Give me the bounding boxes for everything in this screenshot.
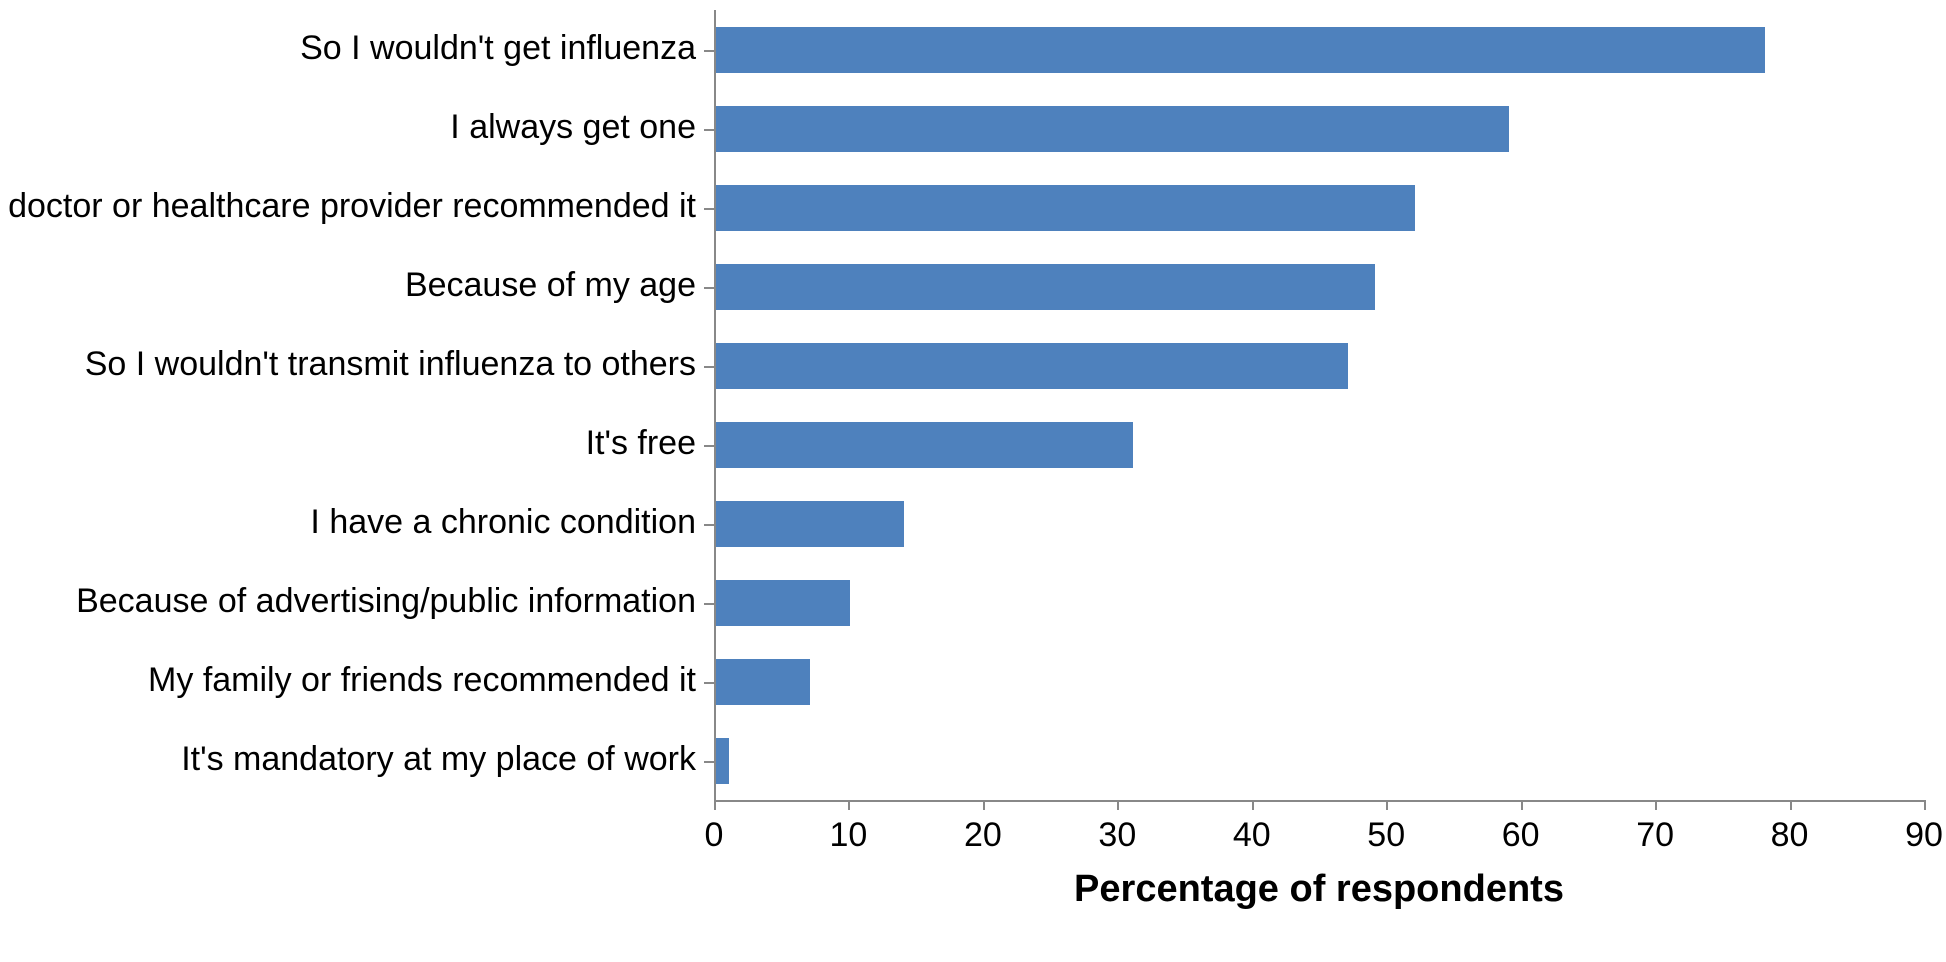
x-axis-line	[714, 800, 1924, 802]
y-category-label: I have a chronic condition	[310, 503, 696, 542]
y-category-label: My family or friends recommended it	[148, 661, 696, 700]
x-tick	[1655, 800, 1657, 810]
y-tick	[704, 129, 714, 131]
y-tick	[704, 366, 714, 368]
y-category-label: Because of my age	[405, 266, 696, 305]
x-tick	[848, 800, 850, 810]
bar	[716, 580, 850, 626]
x-tick-label: 0	[674, 816, 754, 855]
x-tick-label: 10	[808, 816, 888, 855]
y-tick	[704, 208, 714, 210]
x-tick	[1117, 800, 1119, 810]
y-tick	[704, 50, 714, 52]
bar	[716, 659, 810, 705]
y-category-label: So I wouldn't get influenza	[300, 29, 696, 68]
y-category-label: Because of advertising/public informatio…	[76, 582, 696, 621]
y-category-label: So I wouldn't transmit influenza to othe…	[85, 345, 696, 384]
x-tick-label: 60	[1481, 816, 1561, 855]
y-category-label: My doctor or healthcare provider recomme…	[0, 187, 696, 226]
x-tick	[1790, 800, 1792, 810]
y-tick	[704, 445, 714, 447]
bar	[716, 501, 904, 547]
bar	[716, 422, 1133, 468]
x-tick	[983, 800, 985, 810]
bar-chart: Percentage of respondents So I wouldn't …	[10, 10, 1936, 952]
y-tick	[704, 761, 714, 763]
y-tick	[704, 524, 714, 526]
x-axis-title: Percentage of respondents	[714, 868, 1924, 911]
x-tick	[1924, 800, 1926, 810]
bar	[716, 343, 1348, 389]
y-category-label: It's free	[586, 424, 696, 463]
x-tick	[1252, 800, 1254, 810]
x-tick-label: 40	[1212, 816, 1292, 855]
x-tick-label: 70	[1615, 816, 1695, 855]
bar	[716, 185, 1415, 231]
bar	[716, 106, 1509, 152]
x-tick-label: 30	[1077, 816, 1157, 855]
y-category-label: It's mandatory at my place of work	[181, 740, 696, 779]
x-tick-label: 50	[1346, 816, 1426, 855]
x-tick-label: 90	[1884, 816, 1946, 855]
y-tick	[704, 682, 714, 684]
bar	[716, 27, 1765, 73]
y-category-label: I always get one	[450, 108, 696, 147]
x-tick-label: 20	[943, 816, 1023, 855]
bar	[716, 738, 729, 784]
bar	[716, 264, 1375, 310]
x-tick-label: 80	[1750, 816, 1830, 855]
x-tick	[1521, 800, 1523, 810]
x-tick	[714, 800, 716, 810]
x-tick	[1386, 800, 1388, 810]
y-tick	[704, 603, 714, 605]
y-tick	[704, 287, 714, 289]
